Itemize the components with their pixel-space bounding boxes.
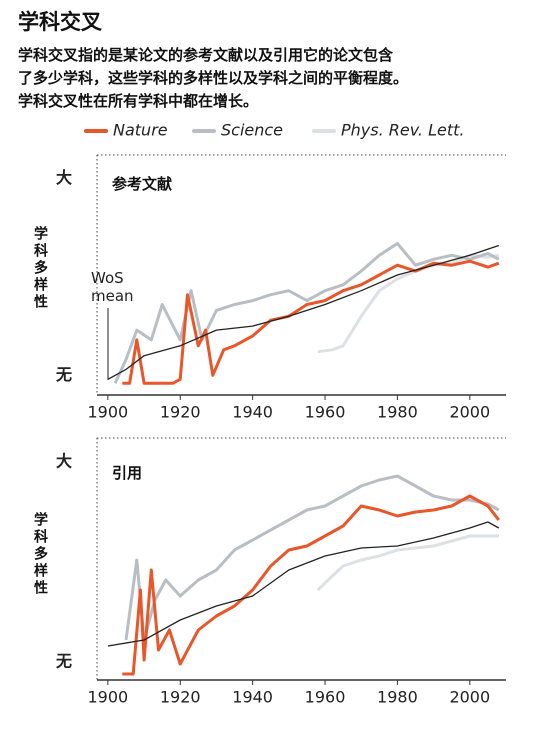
panel-label: 引用 <box>112 464 143 482</box>
subtitle: 了多少学科，这些学科的多样性以及学科之间的平衡程度。 <box>18 69 409 87</box>
x-tick-label: 1900 <box>87 688 128 707</box>
x-tick-label: 1980 <box>377 688 418 707</box>
y-tick-label: 大 <box>56 452 72 471</box>
y-tick-label: 无 <box>55 652 72 671</box>
title: 学科交叉 <box>18 10 102 34</box>
legend-label: Science <box>221 121 283 140</box>
y-tick-label: 无 <box>55 365 72 384</box>
x-tick-label: 1940 <box>232 403 273 422</box>
subtitle: 学科交叉指的是某论文的参考文献以及引用它的论文包含 <box>18 46 394 64</box>
series-line <box>113 242 500 384</box>
legend-label: Phys. Rev. Lett. <box>341 121 464 140</box>
x-tick-label: 2000 <box>449 688 490 707</box>
series-line <box>107 244 500 380</box>
series-line <box>316 534 499 592</box>
series-line <box>122 259 500 385</box>
legend-label: Nature <box>113 121 168 140</box>
x-tick-label: 1920 <box>160 688 201 707</box>
x-tick-label: 1940 <box>232 688 273 707</box>
y-axis-label: 学科多样性 <box>32 226 48 311</box>
series-line <box>122 494 500 676</box>
series-line <box>107 521 500 647</box>
subtitle: 学科交叉性在所有学科中都在增长。 <box>18 92 259 110</box>
x-tick-label: 1980 <box>377 403 418 422</box>
series-line <box>317 253 500 354</box>
x-tick-label: 2000 <box>449 403 490 422</box>
x-tick-label: 1960 <box>305 403 346 422</box>
x-tick-label: 1900 <box>87 403 128 422</box>
x-tick-label: 1960 <box>305 688 346 707</box>
y-axis-label: 学科多样性 <box>32 512 48 597</box>
y-tick-label: 大 <box>56 168 72 187</box>
panel-label: 参考文献 <box>112 175 173 193</box>
series-annotation: WoS mean <box>91 269 134 305</box>
series-line <box>124 474 500 642</box>
x-tick-label: 1920 <box>160 403 201 422</box>
